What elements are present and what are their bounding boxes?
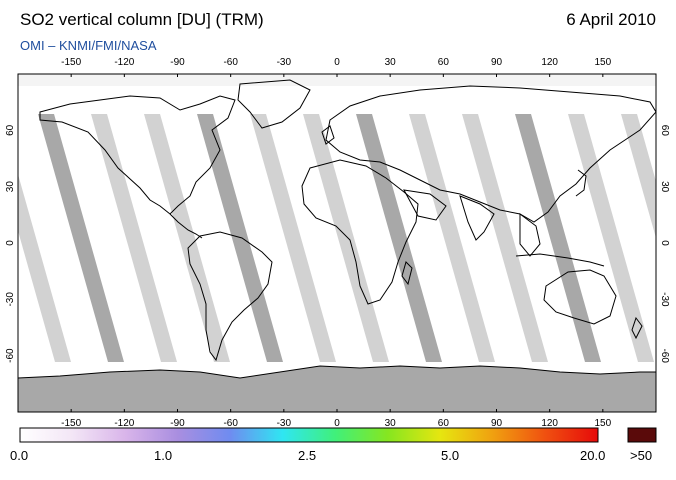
coastline-indonesia bbox=[515, 253, 605, 267]
lat-tick-label-left: -60 bbox=[5, 348, 16, 363]
latitude-ticks-left: 60 30 0 -30 -60 bbox=[5, 124, 16, 363]
lat-tick-label-left: -30 bbox=[5, 292, 16, 307]
map-title: SO2 vertical column [DU] (TRM) bbox=[20, 10, 264, 29]
coastline-madagascar bbox=[401, 261, 413, 286]
lat-tick-label-left: 0 bbox=[5, 240, 16, 246]
coastline-australia bbox=[543, 269, 617, 325]
no-data-swath-stripe bbox=[18, 174, 71, 362]
antarctica-landmass bbox=[18, 366, 656, 412]
colorbar-gradient bbox=[19, 427, 599, 443]
map-panel: -150 -120 -90 -60 -30 0 30 60 90 120 150 -150 -120-… bbox=[5, 57, 670, 429]
no-data-swath-stripe bbox=[462, 114, 548, 362]
coastline-arabia bbox=[403, 189, 447, 221]
lon-tick-label-bottom: -120 bbox=[114, 418, 134, 429]
lon-tick-label-bottom: 120 bbox=[541, 418, 558, 429]
lon-tick-label-bottom: -90 bbox=[170, 418, 185, 429]
lon-tick-label-top: 90 bbox=[491, 57, 503, 68]
no-data-swath-stripe bbox=[515, 114, 601, 362]
lon-tick-label-top: 0 bbox=[334, 57, 340, 68]
map-background bbox=[18, 74, 656, 412]
lat-tick-label-right: -30 bbox=[659, 292, 670, 307]
coastline-uk bbox=[321, 125, 335, 145]
latitude-ticks-right: 60 30 0 -30 -60 bbox=[659, 125, 670, 364]
colorbar-label-2: 2.5 bbox=[298, 448, 317, 463]
no-data-swaths bbox=[18, 114, 656, 362]
data-credit: OMI – KNMI/FMI/NASA bbox=[20, 38, 157, 53]
lon-tick-label-top: -120 bbox=[114, 57, 134, 68]
colorbar-overflow-label: >50 bbox=[630, 448, 653, 463]
lon-tick-label-bottom: 60 bbox=[438, 418, 450, 429]
lon-tick-label-bottom: 30 bbox=[385, 418, 397, 429]
no-data-swath-stripe bbox=[621, 114, 656, 238]
longitude-ticks-top: -150 -120 -90 -60 -30 0 30 60 90 120 150 bbox=[61, 57, 612, 77]
lon-tick-label-top: -60 bbox=[223, 57, 238, 68]
no-data-swath-stripe bbox=[91, 114, 177, 362]
lat-tick-label-right: -60 bbox=[659, 348, 670, 363]
map-date: 6 April 2010 bbox=[566, 10, 656, 29]
no-data-swath-stripe bbox=[38, 114, 124, 362]
colorbar-label-0: 0.0 bbox=[10, 448, 29, 463]
colorbar-overflow-box bbox=[627, 427, 657, 443]
no-data-swath-stripe bbox=[197, 114, 283, 362]
coastline-central-america bbox=[169, 213, 203, 239]
coastline-greenland bbox=[237, 79, 311, 129]
lon-tick-label-bottom: -60 bbox=[223, 418, 238, 429]
no-data-swath-stripe bbox=[568, 114, 654, 362]
no-data-swath-stripe bbox=[409, 114, 495, 362]
coastline-south-america bbox=[187, 231, 273, 362]
lon-tick-label-top: -90 bbox=[170, 57, 185, 68]
lon-tick-label-bottom: 90 bbox=[491, 418, 503, 429]
lon-tick-label-bottom: 0 bbox=[334, 418, 340, 429]
colorbar-label-1: 1.0 bbox=[154, 448, 173, 463]
lon-tick-label-top: 120 bbox=[541, 57, 558, 68]
coastline-new-zealand bbox=[631, 316, 643, 340]
lon-tick-label-top: 60 bbox=[438, 57, 450, 68]
no-data-swath-stripe bbox=[303, 114, 389, 362]
lat-tick-label-left: 30 bbox=[5, 181, 16, 193]
coastline-north-america bbox=[39, 95, 236, 215]
longitude-ticks-bottom: -150 -120 -90 -60 -30 0 30 60 90 120 150 bbox=[61, 409, 612, 429]
coastline-india bbox=[459, 195, 495, 241]
colorbar bbox=[19, 427, 657, 443]
lon-tick-label-top: -150 bbox=[61, 57, 81, 68]
coastline-europe-asia bbox=[325, 85, 657, 223]
lat-tick-label-right: 0 bbox=[659, 240, 670, 246]
lon-tick-label-top: -30 bbox=[277, 57, 292, 68]
no-data-swath-stripe bbox=[144, 114, 230, 362]
lat-tick-label-right: 30 bbox=[659, 181, 670, 193]
colorbar-label-3: 5.0 bbox=[441, 448, 460, 463]
lon-tick-label-top: 150 bbox=[594, 57, 611, 68]
colorbar-label-4: 20.0 bbox=[580, 448, 606, 463]
coastline-japan bbox=[575, 169, 587, 197]
lat-tick-label-left: 60 bbox=[5, 124, 16, 136]
lon-tick-label-top: 30 bbox=[385, 57, 397, 68]
lon-tick-label-bottom: -30 bbox=[277, 418, 292, 429]
coastlines bbox=[17, 79, 657, 379]
coastline-southeast-asia bbox=[519, 213, 541, 257]
no-data-swath-stripe bbox=[250, 114, 336, 362]
lat-tick-label-right: 60 bbox=[659, 125, 670, 137]
no-data-swath-stripe bbox=[356, 114, 442, 362]
coastline-africa bbox=[301, 159, 419, 305]
coastline-antarctica bbox=[17, 365, 656, 379]
lon-tick-label-bottom: 150 bbox=[594, 418, 611, 429]
lon-tick-label-bottom: -150 bbox=[61, 418, 81, 429]
